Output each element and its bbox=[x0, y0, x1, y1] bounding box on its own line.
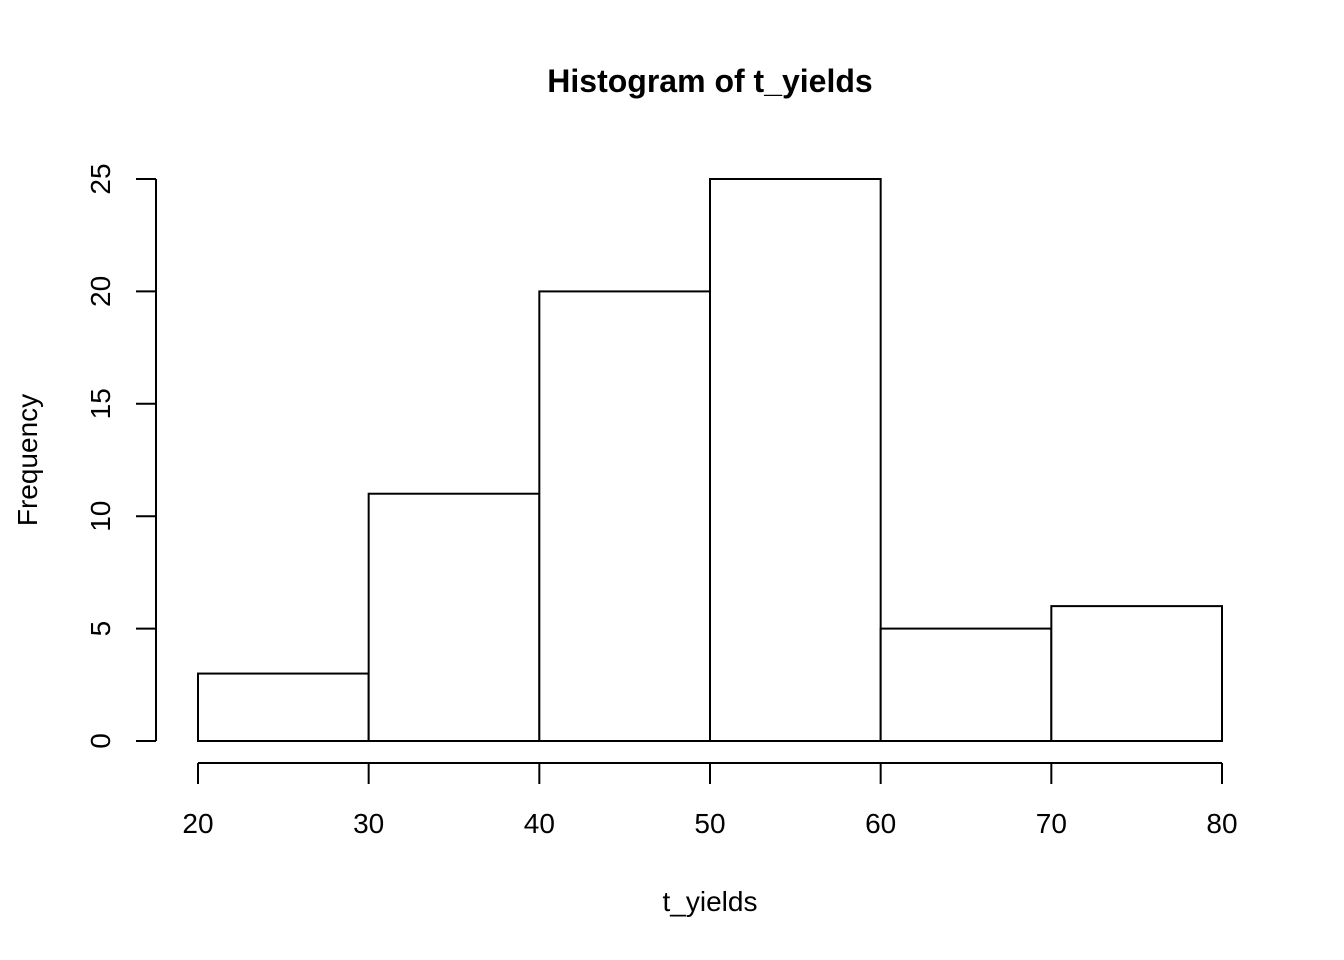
x-tick-label: 30 bbox=[353, 808, 384, 839]
x-tick-label: 70 bbox=[1036, 808, 1067, 839]
bars-group bbox=[197, 178, 1224, 742]
y-tick-label: 0 bbox=[85, 733, 116, 749]
y-axis: 0 5 10 15 20 25 bbox=[85, 163, 157, 749]
histogram-bar-1 bbox=[197, 672, 370, 742]
y-tick-label: 25 bbox=[85, 163, 116, 194]
chart-title: Histogram of t_yields bbox=[547, 63, 872, 99]
histogram-bar-2 bbox=[367, 492, 541, 742]
x-tick-label: 50 bbox=[694, 808, 725, 839]
x-tick-label: 40 bbox=[524, 808, 555, 839]
y-tick-label: 10 bbox=[85, 501, 116, 532]
y-tick-label: 15 bbox=[85, 388, 116, 419]
x-tick-label: 80 bbox=[1206, 808, 1237, 839]
histogram-bar-4 bbox=[709, 178, 882, 742]
y-axis-label: Frequency bbox=[12, 394, 43, 526]
x-tick-label: 20 bbox=[182, 808, 213, 839]
x-axis: 20 30 40 50 60 70 80 bbox=[182, 762, 1238, 839]
y-tick-label: 20 bbox=[85, 276, 116, 307]
histogram-bar-6 bbox=[1050, 605, 1224, 742]
histogram-bar-3 bbox=[538, 290, 711, 742]
y-ticks: 0 5 10 15 20 25 bbox=[85, 163, 156, 749]
x-axis-label: t_yields bbox=[663, 886, 758, 917]
y-tick-label: 5 bbox=[85, 621, 116, 637]
histogram-bar-5 bbox=[879, 627, 1053, 742]
x-ticks: 20 30 40 50 60 70 80 bbox=[182, 763, 1238, 839]
x-tick-label: 60 bbox=[865, 808, 896, 839]
